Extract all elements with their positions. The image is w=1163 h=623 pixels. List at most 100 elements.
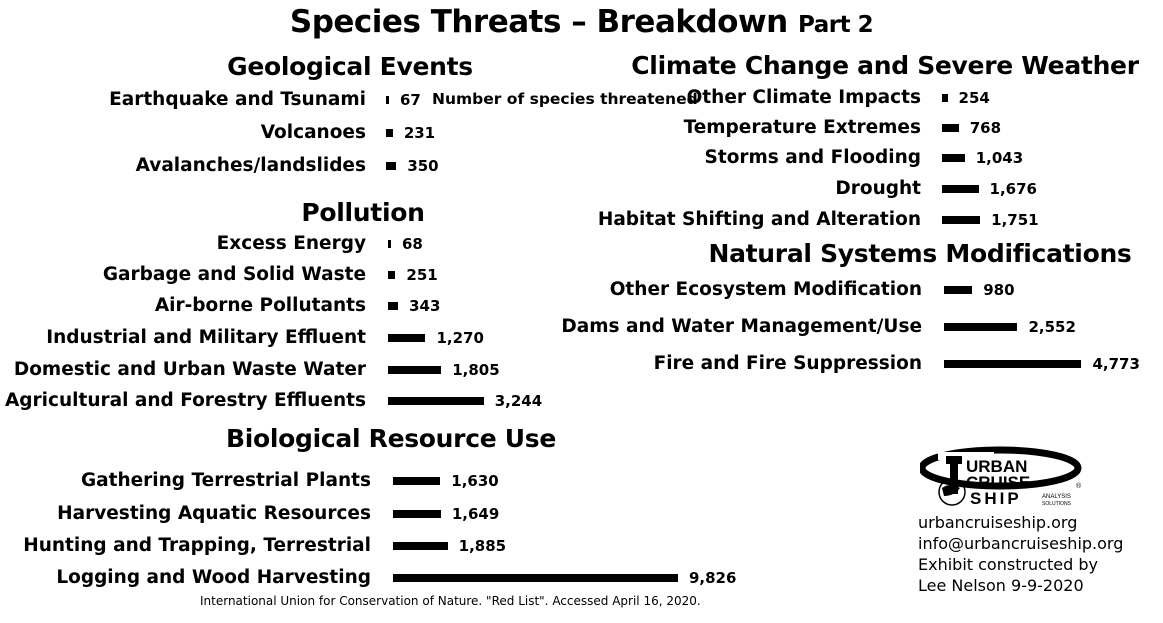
bar (388, 334, 426, 342)
chart-row: Drought 1,676 (0, 177, 1037, 201)
urban-cruise-ship-logo: URBAN CRUISE SHIP ANALYSIS SOLUTIONS ® (918, 446, 1090, 512)
chart-row: Gathering Terrestrial Plants 1,630 (0, 469, 499, 493)
chart-row: Air-borne Pollutants 343 (0, 294, 441, 318)
logo-ring-gap (938, 452, 994, 460)
value-label: 4,773 (1092, 355, 1140, 373)
value-label: 2,552 (1028, 318, 1076, 336)
chart-row: Garbage and Solid Waste 251 (0, 263, 438, 287)
value-label: 343 (409, 297, 441, 315)
logo-word-2: CRUISE (966, 473, 1030, 492)
category-label: Other Ecosystem Modification (609, 279, 922, 300)
category-label: Storms and Flooding (704, 147, 921, 168)
category-label: Fire and Fire Suppression (653, 353, 922, 374)
logo-ring (918, 446, 1082, 490)
category-label: Volcanoes (260, 122, 366, 143)
chart-row: Earthquake and Tsunami 67 (0, 88, 421, 112)
website-text: urbancruiseship.org (918, 513, 1078, 532)
category-label: Industrial and Military Effluent (46, 327, 366, 348)
bar (393, 542, 448, 550)
category-label: Temperature Extremes (683, 117, 921, 138)
value-label: 768 (969, 119, 1002, 137)
bar (388, 397, 484, 405)
chart-row: Habitat Shifting and Alteration 1,751 (0, 208, 1039, 232)
logo-tagline-2: SOLUTIONS (1042, 501, 1072, 507)
value-label: 1,805 (452, 361, 500, 379)
globe-land-icon (942, 485, 960, 496)
bar (942, 124, 959, 132)
section-title: Climate Change and Severe Weather (631, 51, 1139, 80)
bar (944, 360, 1082, 368)
logo-word-1: URBAN (966, 457, 1027, 476)
category-label: Domestic and Urban Waste Water (13, 359, 366, 380)
chart-row: Volcanoes 231 (0, 121, 435, 145)
bar (942, 185, 979, 193)
title-main: Species Threats – Breakdown (289, 4, 788, 40)
category-label: Gathering Terrestrial Plants (80, 470, 371, 491)
chart-row: Dams and Water Management/Use 2,552 (0, 315, 1076, 339)
section-title: Pollution (301, 198, 425, 227)
value-label: 68 (402, 235, 423, 253)
value-label: 1,676 (989, 180, 1037, 198)
page-title: Species Threats – Breakdown Part 2 (0, 4, 1163, 40)
bar (393, 477, 441, 485)
chart-row: Hunting and Trapping, Terrestrial 1,885 (0, 534, 506, 558)
credit-text: Exhibit constructed by (918, 555, 1098, 574)
globe-icon (938, 478, 966, 506)
category-label: Other Climate Impacts (686, 87, 921, 108)
bar (388, 302, 399, 310)
chart-row: Industrial and Military Effluent 1,270 (0, 326, 484, 350)
logo-graphic: URBAN CRUISE SHIP ANALYSIS SOLUTIONS ® (918, 446, 1082, 508)
category-label: Drought (835, 178, 921, 199)
bar (942, 154, 965, 162)
logo-word-3: SHIP (970, 489, 1022, 508)
category-label: Excess Energy (216, 233, 366, 254)
logo-t-stem (950, 456, 958, 494)
bar (393, 510, 441, 518)
section-title: Natural Systems Modifications (708, 239, 1132, 268)
source-citation: International Union for Conservation of … (200, 594, 701, 608)
category-label: Agricultural and Forestry Effluents (4, 390, 366, 411)
category-label: Harvesting Aquatic Resources (57, 503, 371, 524)
value-label: 1,043 (975, 149, 1024, 167)
category-label: Habitat Shifting and Alteration (597, 209, 921, 230)
chart-row: Fire and Fire Suppression 4,773 (0, 352, 1140, 376)
contact-block: urbancruiseship.org info@urbancruiseship… (918, 512, 1123, 596)
value-label: 1,751 (991, 211, 1039, 229)
email-text: info@urbancruiseship.org (918, 534, 1124, 553)
category-label: Garbage and Solid Waste (102, 264, 366, 285)
category-label: Earthquake and Tsunami (109, 89, 366, 110)
category-label: Dams and Water Management/Use (561, 316, 922, 337)
logo-tagline-1: ANALYSIS (1042, 494, 1071, 500)
chart-row: Agricultural and Forestry Effluents 3,244 (0, 389, 542, 413)
category-label: Logging and Wood Harvesting (56, 567, 371, 588)
chart-row: Avalanches/landslides 350 (0, 154, 439, 178)
category-label: Avalanches/landslides (135, 155, 366, 176)
bar (393, 574, 678, 582)
value-label: 1,649 (451, 505, 500, 523)
chart-row: Other Climate Impacts 254 (0, 86, 990, 110)
chart-row: Temperature Extremes 768 (0, 116, 1001, 140)
chart-row: Harvesting Aquatic Resources 1,649 (0, 502, 499, 526)
bar (388, 366, 442, 374)
bar (386, 162, 397, 170)
value-label: 980 (983, 281, 1015, 299)
value-label: 3,244 (494, 392, 543, 410)
bar (388, 271, 396, 279)
chart-row: Logging and Wood Harvesting 9,826 (0, 566, 736, 590)
chart-row: Storms and Flooding 1,043 (0, 146, 1024, 170)
author-text: Lee Nelson 9-9-2020 (918, 576, 1084, 595)
chart-row: Excess Energy 68 (0, 232, 423, 256)
value-label: 9,826 (688, 569, 737, 587)
value-label: 251 (406, 266, 438, 284)
value-label: 1,885 (458, 537, 507, 555)
section-title: Biological Resource Use (225, 424, 557, 453)
category-label: Air-borne Pollutants (154, 295, 366, 316)
bar (386, 129, 393, 137)
chart-row: Domestic and Urban Waste Water 1,805 (0, 358, 500, 382)
section-title: Geological Events (227, 52, 473, 81)
bar (944, 323, 1018, 331)
chart-row: Other Ecosystem Modification 980 (0, 278, 1015, 302)
value-label: 231 (403, 124, 436, 142)
bar (942, 94, 948, 102)
bar (388, 240, 391, 248)
